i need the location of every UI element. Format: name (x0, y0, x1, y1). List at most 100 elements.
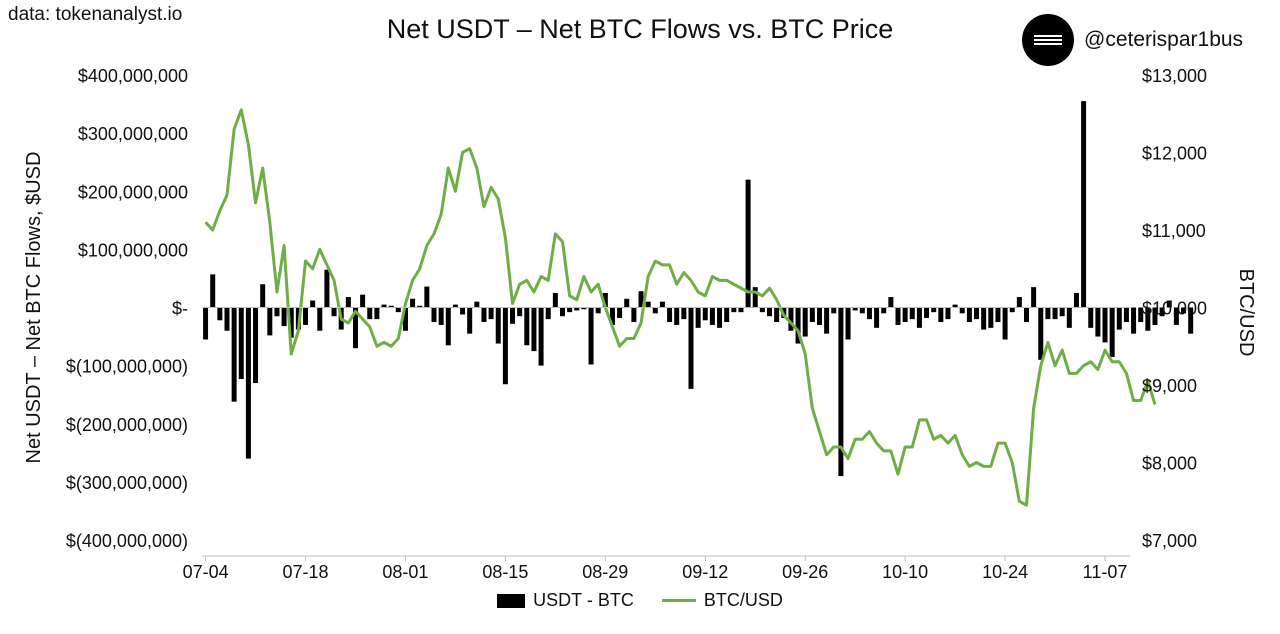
bar-usdt-btc (310, 300, 316, 308)
bar-usdt-btc (360, 294, 366, 308)
bar-usdt-btc (1016, 297, 1022, 308)
bar-usdt-btc (638, 291, 644, 308)
left-tick-label: $(400,000,000) (66, 531, 188, 551)
author-handle-text: @ceterispar1bus (1084, 28, 1244, 51)
bar-usdt-btc (510, 307, 516, 324)
bar-usdt-btc (438, 307, 444, 325)
left-tick-label: $(300,000,000) (66, 473, 188, 493)
bar-usdt-btc (788, 307, 794, 331)
chart-title: Net USDT – Net BTC Flows vs. BTC Price (386, 14, 894, 44)
bar-usdt-btc (724, 307, 730, 323)
bar-usdt-btc (688, 307, 694, 389)
bar-usdt-btc (845, 307, 851, 340)
bar-usdt-btc (931, 307, 937, 313)
legend-swatch-line (661, 599, 696, 602)
bar-usdt-btc (774, 307, 780, 323)
left-tick-label: $300,000,000 (78, 124, 188, 144)
bar-usdt-btc (645, 301, 651, 308)
bar-usdt-btc (824, 307, 830, 334)
bar-usdt-btc (245, 307, 251, 459)
bar-usdt-btc (838, 307, 844, 477)
left-tick-label: $100,000,000 (78, 240, 188, 260)
bar-usdt-btc (367, 307, 373, 320)
left-tick-label: $(200,000,000) (66, 415, 188, 435)
bar-usdt-btc (445, 307, 451, 346)
x-tick-label: 10-10 (882, 562, 928, 582)
bar-usdt-btc (667, 307, 673, 323)
bar-usdt-btc (759, 307, 765, 313)
bar-usdt-btc (502, 307, 508, 385)
bar-usdt-btc (1166, 300, 1172, 308)
bar-usdt-btc (324, 269, 330, 308)
bar-usdt-btc (945, 307, 951, 320)
bar-usdt-btc (1038, 307, 1044, 360)
bar-usdt-btc (281, 307, 287, 327)
bar-usdt-btc (495, 307, 501, 344)
bar-usdt-btc (831, 307, 837, 314)
bar-usdt-btc (267, 307, 273, 336)
x-axis-ticks: 07-04 07-18 08-01 08-15 08-29 09-12 09-26 10-10… (183, 556, 1128, 582)
bar-usdt-btc (467, 307, 473, 334)
bar-usdt-btc (866, 307, 872, 320)
bar-usdt-btc (1052, 307, 1058, 320)
right-tick-label: $12,000 (1142, 144, 1207, 164)
bar-usdt-btc (852, 307, 858, 311)
legend-swatch-bars (497, 593, 526, 608)
bar-usdt-btc (217, 307, 223, 321)
bar-usdt-btc (210, 274, 216, 308)
x-tick-label: 09-12 (682, 562, 728, 582)
bar-usdt-btc (559, 307, 565, 317)
bar-usdt-btc (681, 307, 687, 320)
bar-usdt-btc (602, 292, 608, 308)
bar-usdt-btc (410, 298, 416, 308)
bar-usdt-btc (581, 307, 587, 310)
bar-usdt-btc (902, 307, 908, 323)
left-tick-label: $(100,000,000) (66, 357, 188, 377)
bar-usdt-btc (317, 307, 323, 331)
bar-usdt-btc (695, 307, 701, 328)
right-axis-ticks: $13,000 $12,000 $11,000 $10,000 $9,000 $8,000… (1142, 66, 1207, 551)
bar-usdt-btc (231, 307, 237, 402)
bar-usdt-btc (924, 307, 930, 318)
bar-usdt-btc (545, 307, 551, 320)
x-tick-label: 07-04 (183, 562, 229, 582)
bar-usdt-btc (460, 307, 466, 315)
bar-usdt-btc (253, 307, 259, 384)
bar-usdt-btc (1159, 307, 1165, 317)
x-tick-label: 09-26 (782, 562, 828, 582)
bar-usdt-btc (617, 307, 623, 318)
bar-usdt-btc (1116, 307, 1122, 330)
bar-usdt-btc (609, 307, 615, 325)
right-tick-label: $11,000 (1142, 221, 1206, 241)
bar-usdt-btc (431, 307, 437, 323)
bar-usdt-btc (816, 307, 822, 325)
bar-usdt-btc (795, 307, 801, 344)
bar-usdt-btc (331, 307, 337, 317)
right-axis-label: BTC/USD (1235, 269, 1257, 357)
bar-usdt-btc (809, 307, 815, 323)
bar-usdt-btc (959, 307, 965, 314)
bar-usdt-btc (988, 307, 994, 328)
bar-usdt-btc (352, 307, 358, 349)
bar-usdt-btc (260, 284, 266, 308)
bar-usdt-btc (524, 307, 530, 346)
left-axis-ticks: $400,000,000 $300,000,000 $200,000,000 $100… (66, 66, 188, 551)
bar-usdt-btc (517, 307, 523, 317)
right-tick-label: $10,000 (1142, 299, 1207, 319)
legend-item-bars: USDT - BTC (497, 590, 634, 611)
bar-usdt-btc (1088, 307, 1094, 328)
data-source-label: data: tokenanalyst.io (8, 4, 183, 25)
bar-usdt-btc (674, 307, 680, 325)
bar-usdt-btc (1031, 287, 1037, 308)
bar-usdt-btc (567, 307, 573, 313)
bar-usdt-btc (574, 307, 580, 311)
bar-usdt-btc (981, 307, 987, 330)
legend: USDT - BTC BTC/USD (0, 590, 1280, 611)
x-tick-label: 11-07 (1083, 562, 1128, 582)
bar-usdt-btc (859, 307, 865, 314)
bar-usdt-btc (538, 307, 544, 366)
horizontal-lines-logo-icon (1022, 14, 1074, 66)
bar-usdt-btc (224, 307, 230, 331)
bar-usdt-btc (345, 297, 351, 308)
